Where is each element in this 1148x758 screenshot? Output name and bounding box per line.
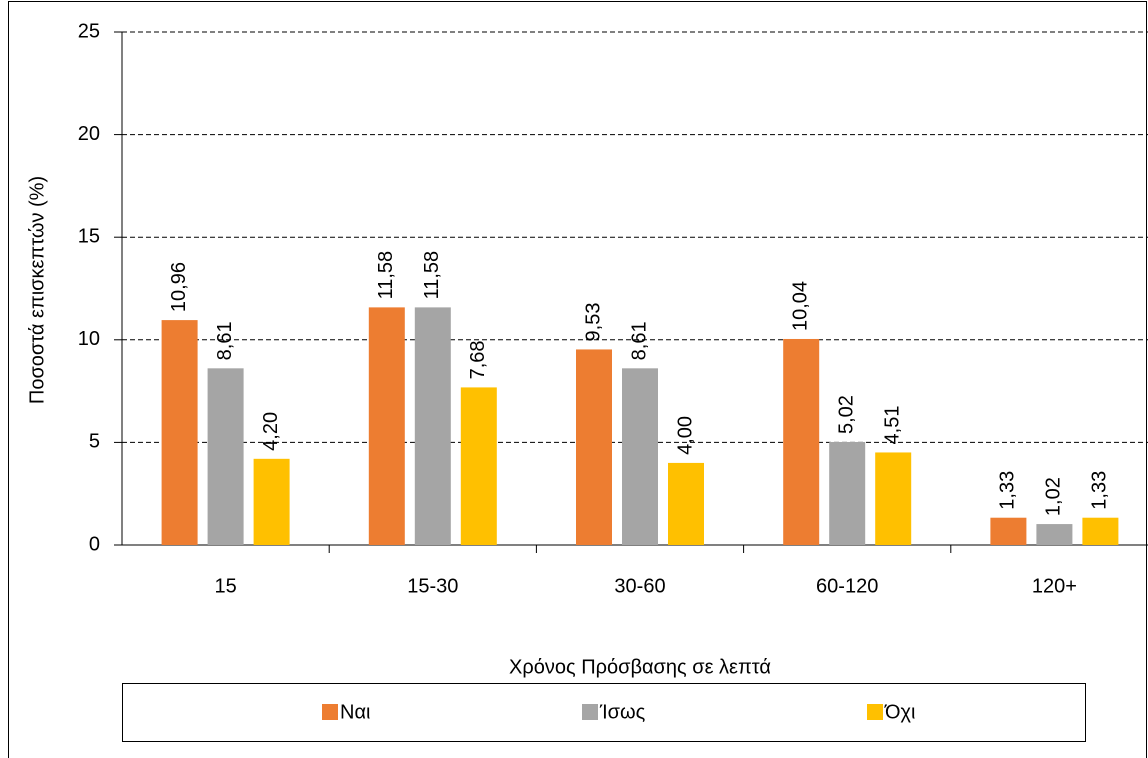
- y-tick-label: 20: [78, 123, 100, 145]
- legend-box: [122, 683, 1086, 742]
- legend-marker: [582, 704, 598, 720]
- bar: [368, 307, 405, 545]
- bar: [207, 368, 244, 545]
- x-tick-label: 30-60: [614, 575, 665, 597]
- bar: [875, 452, 912, 545]
- bar: [622, 368, 658, 545]
- value-label: 4,00: [674, 416, 696, 455]
- bar: [1036, 524, 1073, 545]
- value-label: 4,51: [881, 406, 903, 445]
- value-label: 1,33: [1089, 471, 1111, 510]
- x-axis-title: Χρόνος Πρόσβασης σε λεπτά: [509, 656, 771, 678]
- value-label: 11,58: [375, 251, 397, 300]
- value-label: 1,02: [1043, 477, 1065, 516]
- value-label: 1,33: [997, 471, 1019, 510]
- y-axis-title: Ποσοστά επισκεπτών (%): [26, 176, 48, 404]
- bar: [783, 338, 820, 545]
- y-tick-label: 5: [89, 431, 100, 453]
- bar: [829, 441, 866, 545]
- chart-border: [8, 1, 1147, 758]
- value-label: 10,04: [789, 281, 811, 331]
- bar: [460, 387, 497, 545]
- bar: [990, 517, 1027, 545]
- legend-marker: [867, 704, 883, 720]
- legend-label: Όχι: [884, 701, 915, 723]
- value-label: 8,61: [214, 321, 236, 360]
- x-tick-label: 60-120: [816, 575, 878, 597]
- bar: [414, 307, 451, 545]
- bar: [161, 320, 198, 545]
- value-label: 8,61: [628, 321, 650, 360]
- bar: [1082, 517, 1119, 545]
- value-label: 7,68: [467, 340, 489, 379]
- legend-label: Ναι: [340, 701, 370, 723]
- bar: [576, 349, 612, 545]
- x-tick-label: 120+: [1032, 575, 1077, 597]
- value-label: 9,53: [582, 303, 604, 342]
- bar: [253, 458, 290, 545]
- y-tick-label: 0: [89, 533, 100, 555]
- value-label: 4,20: [260, 412, 282, 451]
- y-tick-label: 25: [78, 20, 100, 42]
- legend-marker: [322, 704, 338, 720]
- y-tick-label: 15: [78, 225, 100, 247]
- value-label: 10,96: [168, 262, 190, 312]
- value-label: 5,02: [835, 395, 857, 434]
- x-tick-label: 15: [214, 575, 236, 597]
- x-tick-label: 15-30: [407, 575, 458, 597]
- bar: [668, 462, 704, 545]
- y-tick-label: 10: [78, 328, 100, 350]
- value-label: 11,58: [421, 251, 443, 300]
- legend-label: Ίσως: [599, 701, 646, 723]
